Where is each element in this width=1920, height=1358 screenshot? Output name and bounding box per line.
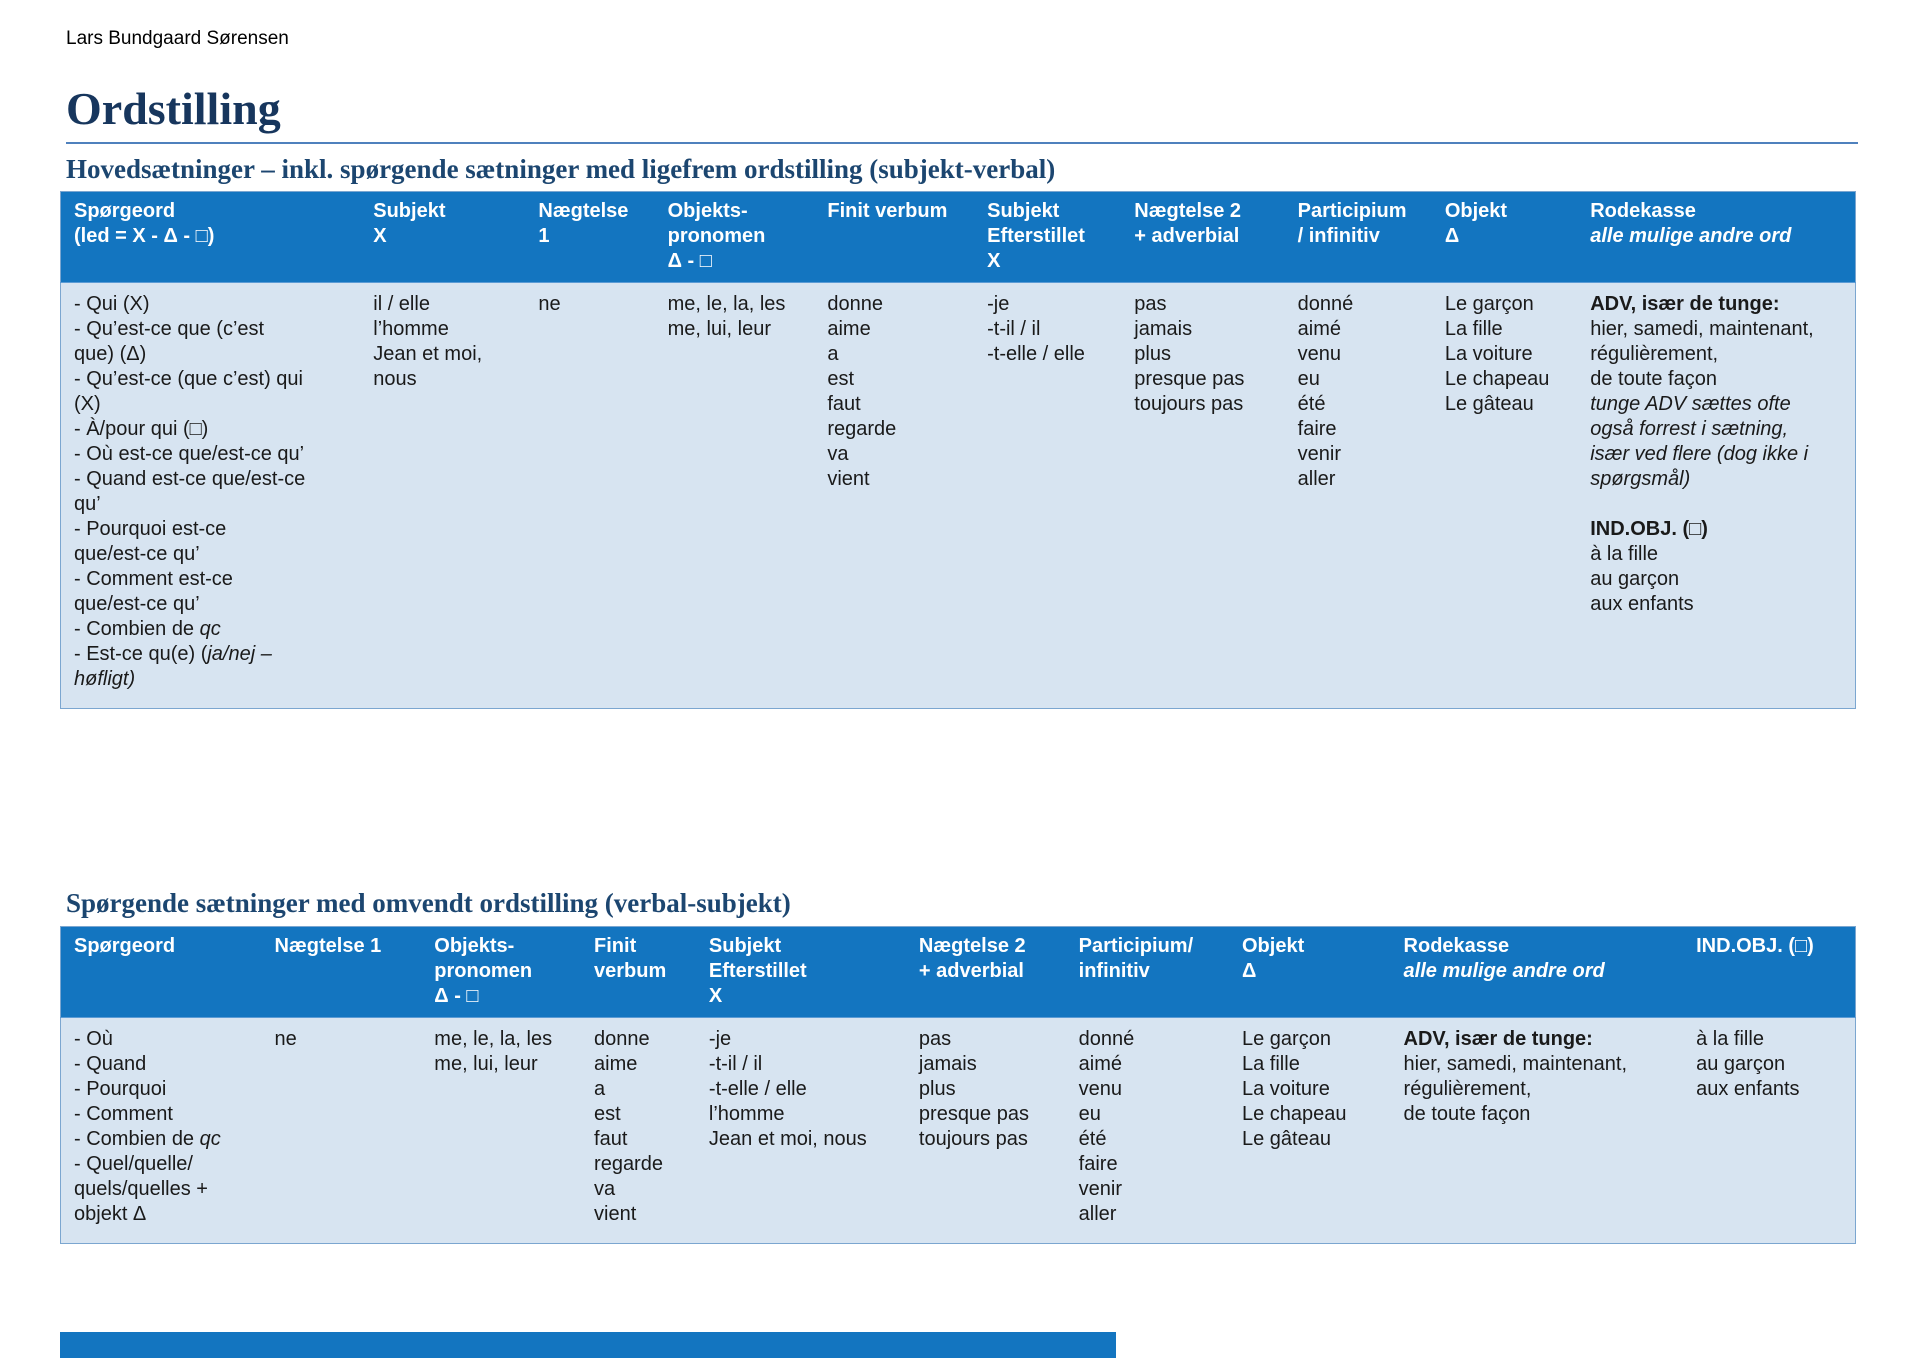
section-main-clauses: Hovedsætninger – inkl. spørgende sætning… [0, 153, 1920, 710]
body-cell: ne [261, 1017, 422, 1244]
body-cell: me, le, la, les me, lui, leur [421, 1017, 582, 1244]
column-header: Rodekasse alle mulige andre ord [1390, 926, 1684, 1019]
body-cell: donne aime a est faut regarde va vient [581, 1017, 696, 1244]
body-cell: - Qui (X) - Qu’est-ce que (c’est que) (Δ) -… [60, 282, 361, 709]
body-cell: - Où - Quand - Pourquoi - Comment - Combien … [60, 1017, 262, 1244]
column-header: IND.OBJ. (□) [1683, 926, 1856, 1019]
column-header: Spørgeord [60, 926, 262, 1019]
column-header: Objekts-pronomen Δ - □ [654, 191, 815, 284]
column-header: Objekt Δ [1431, 191, 1578, 284]
section-heading-main-clauses: Hovedsætninger – inkl. spørgende sætning… [66, 153, 1056, 184]
body-cell: donné aimé venu eu été faire venir aller [1065, 1017, 1229, 1244]
column-header: Participium / infinitiv [1284, 191, 1432, 284]
body-cell: Le garçon La fille La voiture Le chapeau Le … [1431, 282, 1578, 709]
body-cell: donne aime a est faut regarde va vient [814, 282, 975, 709]
column-header: Participium/infinitiv [1065, 926, 1229, 1019]
column-header: Nægtelse 2 + adverbial [1121, 191, 1285, 284]
body-cell: pas jamais plus presque pas toujours pas [905, 1017, 1066, 1244]
body-cell: donné aimé venu eu été faire venir aller [1284, 282, 1432, 709]
body-cell: pas jamais plus presque pas toujours pas [1121, 282, 1285, 709]
column-header: Objekts-pronomen Δ - □ [421, 926, 582, 1019]
body-cell: ADV, især de tunge: hier, samedi, mainten… [1390, 1017, 1684, 1244]
table-header-row: Spørgeord Nægtelse 1 Objekts-pronomen Δ - □… [60, 926, 1856, 1019]
cutoff-table-header-strip [60, 1332, 1116, 1358]
author-name: Lars Bundgaard Sørensen [66, 28, 289, 49]
column-header: Finit verbum [814, 191, 975, 284]
page-title: Ordstilling [66, 83, 1858, 144]
column-header: Subjekt Efterstillet X [695, 926, 906, 1019]
column-header: Subjekt X [360, 191, 526, 284]
column-header: Spørgeord (led = X - Δ - □) [60, 191, 361, 284]
body-cell: il / elle l’homme Jean et moi, nous [360, 282, 526, 709]
column-header: Objekt Δ [1229, 926, 1391, 1019]
table-body-row: - Qui (X) - Qu’est-ce que (c’est que) (Δ) -… [60, 282, 1856, 709]
column-header: Subjekt Efterstillet X [974, 191, 1122, 284]
body-cell: ne [525, 282, 655, 709]
body-cell: Le garçon La fille La voiture Le chapeau Le … [1229, 1017, 1391, 1244]
word-order-table-inverted-questions: Spørgeord Nægtelse 1 Objekts-pronomen Δ - □… [60, 926, 1856, 1245]
column-header: Nægtelse 1 [525, 191, 655, 284]
body-cell: me, le, la, les me, lui, leur [654, 282, 815, 709]
body-cell: à la fille au garçon aux enfants [1683, 1017, 1856, 1244]
body-cell: ADV, især de tunge: hier, samedi, mainten… [1577, 282, 1856, 709]
table-body-row: - Où - Quand - Pourquoi - Comment - Combien … [60, 1017, 1856, 1244]
column-header: Nægtelse 2 + adverbial [905, 926, 1066, 1019]
section-inverted-questions: Spørgende sætninger med omvendt ordstill… [0, 887, 1920, 1245]
column-header: Finit verbum [581, 926, 696, 1019]
section-heading-inverted-questions: Spørgende sætninger med omvendt ordstill… [66, 888, 791, 919]
body-cell: -je -t-il / il -t-elle / elle l’homme Jean e… [695, 1017, 906, 1244]
column-header: Nægtelse 1 [261, 926, 422, 1019]
body-cell: -je -t-il / il -t-elle / elle [974, 282, 1122, 709]
word-order-table-main-clauses: Spørgeord (led = X - Δ - □) Subjekt X Nægtel… [60, 191, 1856, 710]
column-header: Rodekasse alle mulige andre ord [1577, 191, 1856, 284]
table-header-row: Spørgeord (led = X - Δ - □) Subjekt X Nægtel… [60, 191, 1856, 284]
